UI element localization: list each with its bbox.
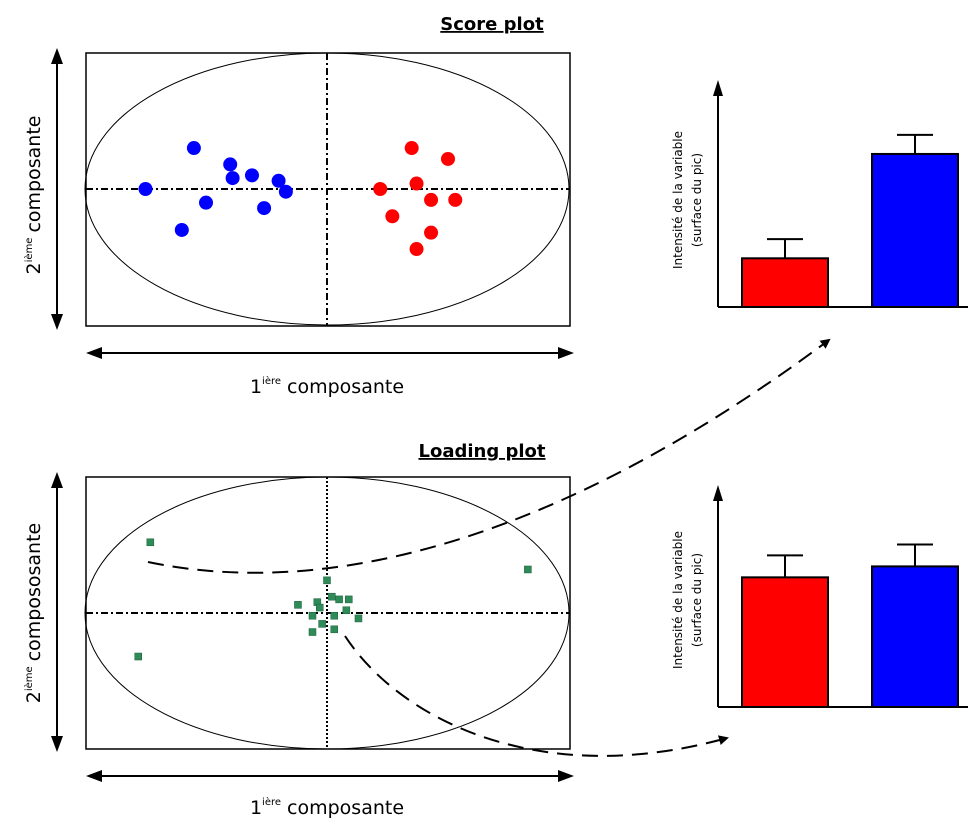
data-point <box>448 192 463 207</box>
data-point <box>335 595 343 604</box>
loading-x-axis-label: 1ière composante <box>250 796 404 819</box>
data-point <box>174 222 189 237</box>
bar-red <box>741 576 829 709</box>
data-point <box>424 192 439 207</box>
data-point <box>308 628 317 636</box>
loading-plot-frame <box>84 476 571 750</box>
data-point <box>271 173 286 188</box>
data-point <box>223 157 238 172</box>
data-point <box>409 176 424 191</box>
bar-bottom-ylabel-line1: Intensité de la variable <box>671 531 685 669</box>
data-point <box>441 151 455 166</box>
loading-y-axis-label: 2ièmecompososante <box>23 523 45 703</box>
data-point <box>318 620 326 628</box>
data-point <box>373 182 388 196</box>
data-point <box>385 209 400 224</box>
bar-top-bars <box>741 133 959 309</box>
score-plot-frame <box>84 52 571 327</box>
bar-bottom-bars <box>741 543 959 709</box>
score-x-axis-label: 1ière composante <box>250 375 404 398</box>
loading-plot-points <box>134 538 532 661</box>
data-point <box>330 625 339 634</box>
data-point <box>186 141 201 156</box>
data-point <box>278 184 293 199</box>
data-point <box>330 611 339 620</box>
data-point <box>315 603 324 612</box>
data-point <box>225 171 240 186</box>
data-point <box>138 182 153 196</box>
data-point <box>244 168 259 183</box>
data-point <box>409 242 424 257</box>
bar-blue <box>871 152 959 308</box>
data-point <box>524 565 532 574</box>
data-point <box>424 225 439 240</box>
connector-arrow-to-top-bars <box>147 338 831 574</box>
data-point <box>199 195 213 210</box>
data-point <box>134 652 142 661</box>
score-plot-points <box>138 141 463 257</box>
bar-red <box>741 257 829 309</box>
score-y-axis-label: 2ièmecomposante <box>23 116 45 275</box>
data-point <box>294 601 302 609</box>
connector-arrow-to-bottom-bars <box>344 635 729 757</box>
data-point <box>146 538 155 547</box>
bar-blue <box>871 565 959 708</box>
data-point <box>354 614 363 623</box>
score-plot-title: Score plot <box>440 14 544 35</box>
data-point <box>342 606 351 615</box>
bar-bottom-ylabel-line2: (surface du pic) <box>690 553 704 647</box>
data-point <box>308 611 317 620</box>
data-point <box>328 592 336 601</box>
bar-top-ylabel-line1: Intensité de la variable <box>671 131 685 269</box>
data-point <box>345 595 353 604</box>
bar-top-ylabel-line2: (surface du pic) <box>690 153 704 247</box>
loading-plot-title: Loading plot <box>418 441 545 462</box>
data-point <box>323 576 331 585</box>
data-point <box>257 201 272 216</box>
data-point <box>404 141 419 156</box>
